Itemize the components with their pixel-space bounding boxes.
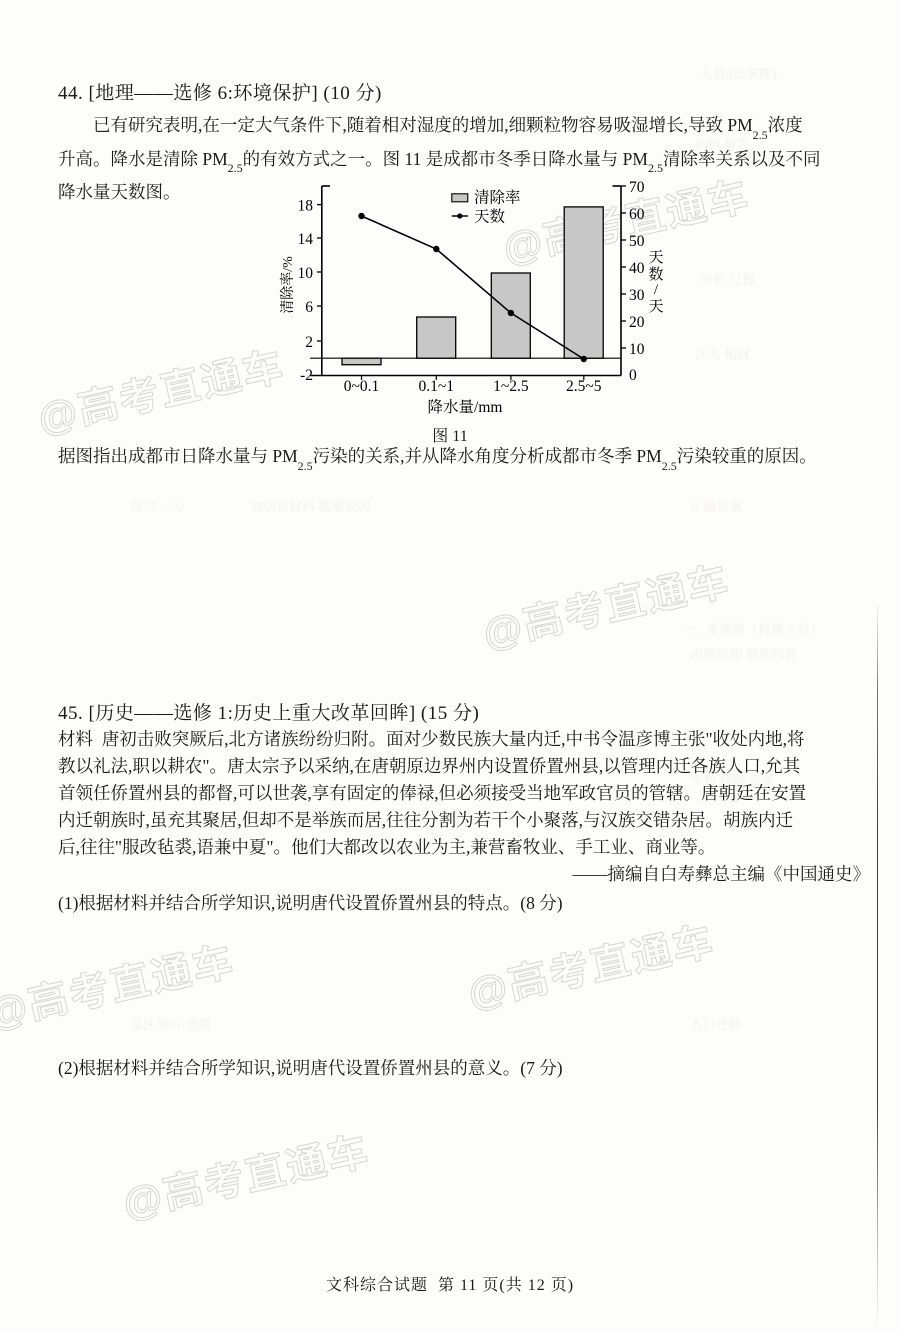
svg-text:10: 10	[298, 265, 314, 282]
svg-text:/: /	[654, 282, 659, 298]
svg-text:天: 天	[648, 298, 663, 315]
svg-text:20: 20	[629, 314, 645, 331]
svg-text:6: 6	[305, 299, 313, 316]
svg-text:数: 数	[648, 266, 663, 283]
svg-text:60: 60	[629, 206, 645, 223]
svg-text:0: 0	[629, 367, 637, 384]
svg-text:18: 18	[298, 198, 314, 215]
svg-text:50: 50	[629, 233, 645, 250]
svg-text:降水量/mm: 降水量/mm	[428, 398, 503, 416]
svg-text:清除率/%: 清除率/%	[280, 256, 296, 314]
svg-text:2.5~5: 2.5~5	[566, 378, 602, 395]
svg-text:-2: -2	[300, 367, 313, 384]
svg-text:天: 天	[648, 249, 663, 266]
svg-text:清除率: 清除率	[474, 189, 521, 207]
svg-text:14: 14	[298, 231, 314, 248]
svg-text:40: 40	[629, 260, 645, 277]
svg-text:0~0.1: 0~0.1	[344, 378, 380, 395]
svg-text:2: 2	[305, 334, 313, 351]
svg-text:天数: 天数	[474, 208, 506, 226]
svg-text:0.1~1: 0.1~1	[419, 378, 455, 395]
svg-text:10: 10	[629, 341, 645, 358]
svg-text:70: 70	[629, 179, 645, 196]
svg-text:30: 30	[629, 287, 645, 304]
svg-text:1~2.5: 1~2.5	[493, 378, 529, 395]
